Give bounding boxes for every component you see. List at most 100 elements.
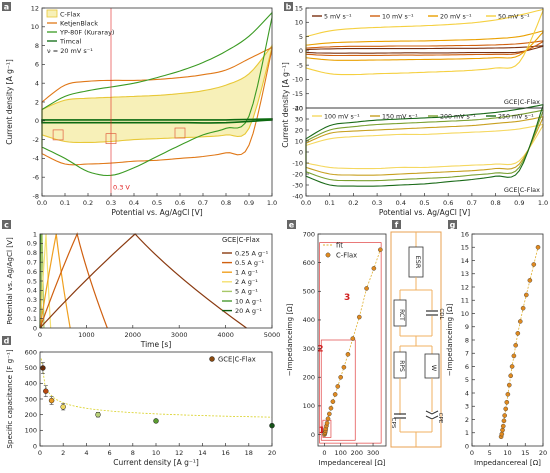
y-tick-label: 500 [25,364,37,372]
y-tick-label: -8 [33,192,39,200]
y-tick-label: -40 [292,192,303,200]
y-tick-label: 6 [35,61,39,69]
data-point [505,392,511,397]
data-point [364,286,369,291]
data-point [513,342,518,348]
y-tick-label: 0.4 [27,287,37,295]
y-tick-label: 2 [465,416,469,424]
x-tick-label: 0.0 [37,199,47,207]
x-tick-label: 1.0 [267,199,277,207]
y-tick-label: 1 [465,429,469,437]
y-tick-label: 0.6 [27,268,37,276]
data-point [517,319,523,324]
x-tick-label: 100 [334,449,346,457]
panel-tag-b: b [284,2,293,11]
panel-tag-e: e [287,220,296,229]
x-tick-label: 5 [488,449,492,457]
legend-entry: fit [336,242,343,250]
x-tick-label: 200 [351,449,363,457]
panel-tag-bg [448,220,457,229]
circuit-label: CDL [438,308,444,320]
cv-loop-bottom-2 [305,109,544,182]
data-point [345,352,351,357]
data-point [350,336,356,341]
y-tick-label: 5 [465,376,469,384]
x-axis-label: Current density [A g⁻¹] [113,458,199,467]
x-tick-label: 12 [175,449,183,457]
data-point [511,353,517,359]
x-tick-label: 0.9 [514,199,524,207]
y-tick-label: 0.2 [27,306,37,314]
y-tick-label: 0 [311,431,315,439]
zoom-label: 1 [318,426,324,436]
legend-entry: 150 mV s⁻¹ [382,113,418,120]
y-tick-label: 14 [461,257,469,265]
x-tick-label: 5000 [264,331,281,339]
x-tick-label: 0 [470,449,474,457]
y-tick-label: 10 [31,23,39,31]
y-tick-label: 0 [33,442,37,450]
cv-loop-bottom-0 [305,123,544,170]
y-tick-label: -10 [292,159,303,167]
y-axis-label: Current density [A g⁻¹] [281,62,290,148]
y-tick-label: 100 [25,427,37,435]
x-tick-label: 0.1 [60,199,70,207]
x-tick-label: 6 [108,449,112,457]
redox-box [174,127,186,139]
panel-tag-bg [287,220,296,229]
x-tick-label: 300 [367,449,379,457]
data-point [325,416,331,422]
x-tick-label: 20 [539,449,547,457]
panel-tag-bg [2,2,11,11]
data-point [327,411,332,417]
data-point [502,413,507,418]
panel-tag-bg [2,336,11,345]
data-point [371,266,377,271]
y-tick-label: 600 [303,259,315,267]
redox-box [105,133,117,145]
y-tick-label: 0.1 [27,315,37,323]
circuit-label: ESR [414,256,422,269]
data-point [531,262,537,267]
panel-tag-g: g [448,220,457,229]
panel-tag-letter: f [395,220,399,229]
data-point [324,420,330,426]
x-tick-label: 0.4 [129,199,139,207]
y-tick-label: 0 [35,117,39,125]
legend-entry: 10 mV s⁻¹ [382,13,414,20]
x-axis-label: Impedancereal [Ω] [318,458,385,467]
y-tick-label: 30 [295,115,303,123]
data-point [95,411,101,418]
data-point [500,427,505,433]
y-tick-label: 1 [33,230,37,238]
fit-line [324,249,381,435]
data-point [48,397,55,404]
x-tick-label: 1000 [78,331,95,339]
data-point [503,406,509,412]
panel-tag-letter: a [4,2,9,11]
y-axis-label: Specific capacitance [F g⁻¹] [5,349,14,448]
y-tick-label: 12 [31,4,39,12]
circuit-label: RCT [398,309,405,321]
legend-entry: GCE|C-Flax [218,356,256,364]
panel-d: 0 2 4 6 8 10 12 14 16 18 200100200300400500600Curr… [5,348,276,467]
x-tick-label: 0.5 [152,199,162,207]
panel-tag-bg [284,2,293,11]
x-tick-label: 0.3 [372,199,382,207]
x-tick-label: 10 [152,449,160,457]
fit-curve [40,358,273,418]
x-tick-label: 2000 [125,331,142,339]
y-tick-label: 200 [303,374,315,382]
data-point [330,399,336,404]
legend-entry: C-Flax [60,10,80,18]
x-tick-label: 0 [322,449,326,457]
panel-tag-bg [2,220,11,229]
y-tick-label: 100 [303,402,315,410]
x-tick-label: 0.8 [221,199,231,207]
y-tick-label: 13 [461,270,469,278]
x-tick-label: 0.5 [419,199,429,207]
data-point [341,364,347,370]
legend-entry: 250 mV s⁻¹ [498,113,534,120]
data-point [153,418,159,424]
data-point [524,292,529,298]
